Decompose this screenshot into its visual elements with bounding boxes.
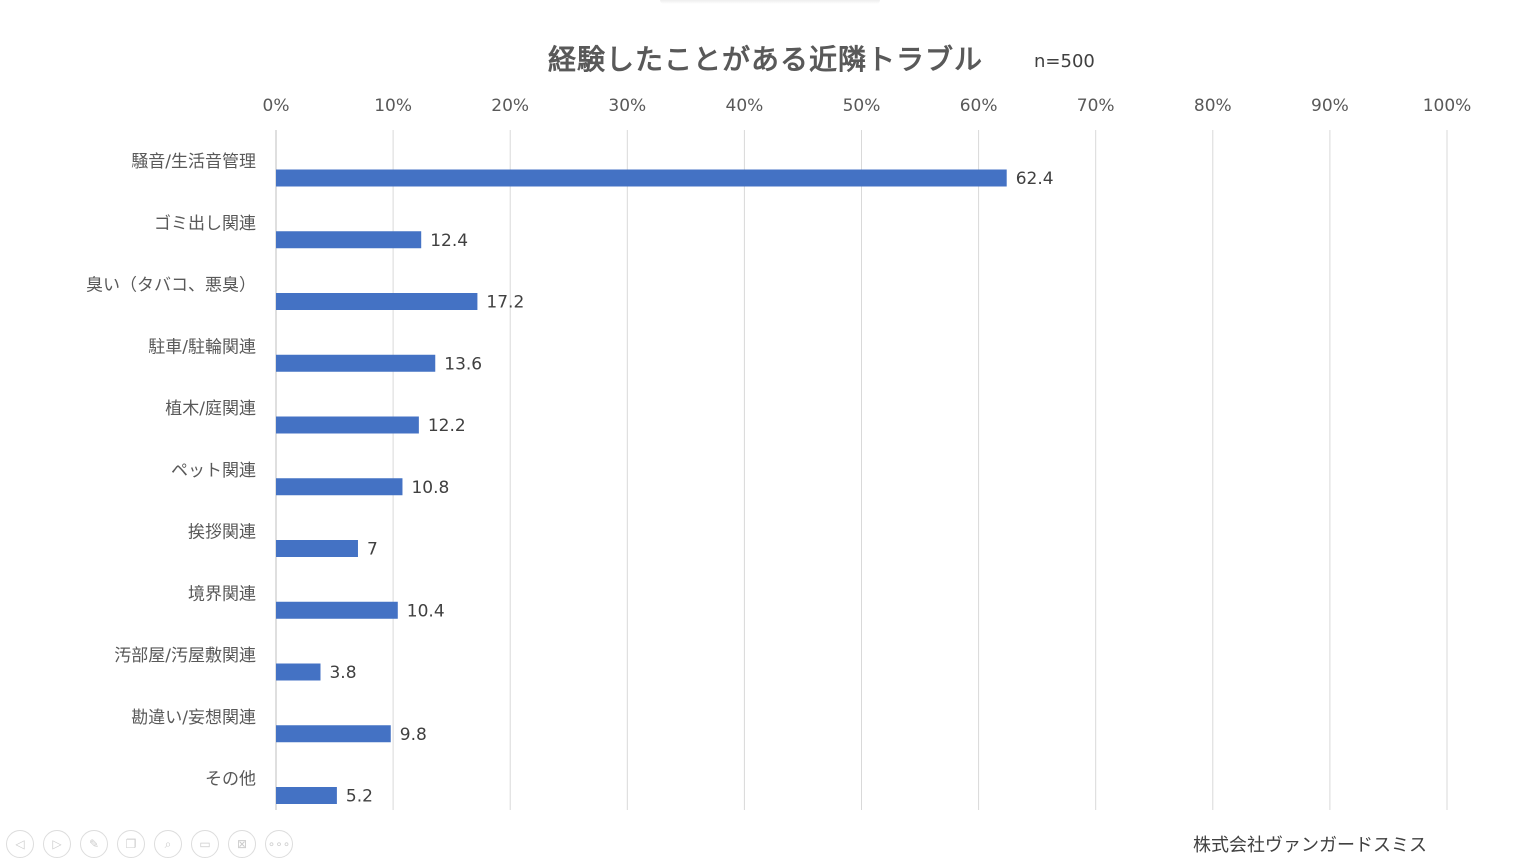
bar bbox=[276, 293, 478, 310]
category-label: 臭い（タバコ、悪臭） bbox=[86, 276, 256, 296]
slides-button[interactable]: ❐ bbox=[117, 830, 145, 858]
x-tick-label: 0% bbox=[263, 96, 290, 116]
camera-off-icon: ⊠ bbox=[236, 837, 248, 851]
category-label: 植木/庭関連 bbox=[165, 399, 256, 419]
data-label: 3.8 bbox=[329, 663, 356, 683]
subtitles-button[interactable]: ▭ bbox=[191, 830, 219, 858]
company-footer: 株式会社ヴァンガードスミス bbox=[1193, 835, 1427, 856]
x-tick-label: 10% bbox=[374, 96, 412, 116]
category-label: 勘違い/妄想関連 bbox=[131, 708, 256, 728]
presentation-toolbar: ◁ ▷ ✎ ❐ ⌕ ▭ ⊠ ∘∘∘ bbox=[6, 830, 293, 858]
category-label: 汚部屋/汚屋敷関連 bbox=[114, 646, 256, 666]
x-tick-label: 30% bbox=[608, 96, 646, 116]
previous-icon: ◁ bbox=[15, 837, 25, 851]
x-tick-label: 80% bbox=[1194, 96, 1232, 116]
category-label: 境界関連 bbox=[188, 584, 256, 604]
zoom-button[interactable]: ⌕ bbox=[154, 830, 182, 858]
pen-button[interactable]: ✎ bbox=[80, 830, 108, 858]
x-tick-label: 70% bbox=[1077, 96, 1115, 116]
pen-icon: ✎ bbox=[88, 837, 100, 851]
data-label: 13.6 bbox=[444, 354, 482, 374]
category-label: ゴミ出し関連 bbox=[154, 213, 256, 234]
x-tick-label: 50% bbox=[843, 96, 881, 116]
previous-button[interactable]: ◁ bbox=[6, 830, 34, 858]
more-icon: ∘∘∘ bbox=[267, 837, 291, 851]
camera-button[interactable]: ⊠ bbox=[228, 830, 256, 858]
bar bbox=[276, 478, 403, 496]
bar bbox=[276, 416, 419, 434]
category-label: 騒音/生活音管理 bbox=[131, 152, 256, 172]
slides-icon: ❐ bbox=[125, 837, 137, 851]
category-label: 駐車/駐輪関連 bbox=[148, 337, 256, 357]
bar bbox=[276, 601, 398, 619]
data-label: 12.4 bbox=[430, 231, 468, 251]
x-tick-label: 100% bbox=[1423, 96, 1472, 116]
x-tick-label: 90% bbox=[1311, 96, 1349, 116]
bar bbox=[276, 540, 358, 557]
category-label: ペット関連 bbox=[171, 461, 256, 481]
data-label: 10.8 bbox=[411, 478, 449, 498]
next-icon: ▷ bbox=[52, 837, 62, 851]
x-tick-label: 60% bbox=[960, 96, 998, 116]
data-label: 17.2 bbox=[486, 293, 524, 313]
x-tick-label: 20% bbox=[491, 96, 529, 116]
data-label: 5.2 bbox=[346, 787, 373, 807]
next-button[interactable]: ▷ bbox=[43, 830, 71, 858]
zoom-icon: ⌕ bbox=[164, 836, 172, 851]
bar bbox=[276, 663, 321, 681]
sample-size: n=500 bbox=[1034, 51, 1095, 72]
data-label: 62.4 bbox=[1016, 169, 1054, 189]
data-label: 10.4 bbox=[407, 601, 445, 621]
x-tick-label: 40% bbox=[726, 96, 764, 116]
data-label: 9.8 bbox=[400, 725, 427, 745]
category-label: その他 bbox=[205, 770, 256, 790]
chart-title: 経験したことがある近隣トラブル bbox=[548, 43, 984, 76]
bar bbox=[276, 787, 337, 804]
category-label: 挨拶関連 bbox=[188, 523, 256, 543]
bar bbox=[276, 725, 391, 743]
more-button[interactable]: ∘∘∘ bbox=[265, 830, 293, 858]
subtitles-icon: ▭ bbox=[199, 837, 211, 851]
bar bbox=[276, 169, 1007, 187]
bar bbox=[276, 354, 436, 372]
bar bbox=[276, 231, 422, 249]
slide-top-edge bbox=[660, 0, 880, 4]
data-label: 12.2 bbox=[428, 416, 466, 436]
data-label: 7 bbox=[367, 540, 378, 560]
